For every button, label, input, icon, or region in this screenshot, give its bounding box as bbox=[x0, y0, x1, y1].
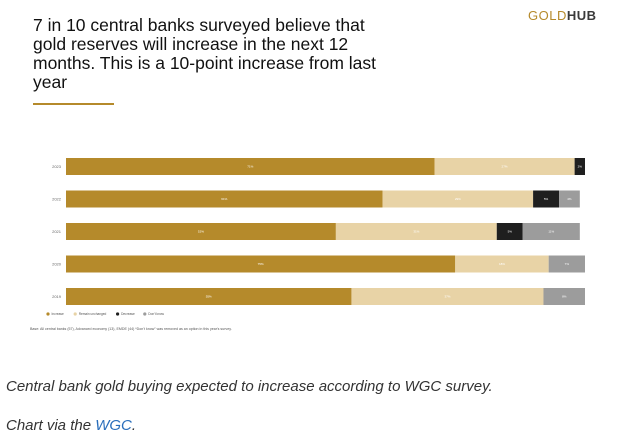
image-caption: Central bank gold buying expected to inc… bbox=[6, 378, 493, 395]
bar-data-label: 11% bbox=[548, 230, 554, 234]
bar-data-label: 2% bbox=[578, 165, 583, 169]
bar-segment-increase bbox=[66, 255, 456, 273]
goldhub-logo[interactable]: GOLDHUB bbox=[528, 8, 597, 23]
y-tick-label: 2021 bbox=[52, 229, 62, 234]
bar-segment-increase bbox=[66, 158, 435, 175]
bar-segment-don-t-know bbox=[559, 190, 580, 208]
credit-suffix: . bbox=[131, 417, 137, 434]
wgc-link[interactable]: WGC bbox=[95, 417, 132, 434]
logo-gold-text: GOLD bbox=[528, 8, 567, 23]
legend-marker bbox=[116, 312, 120, 316]
bar-segment-don-t-know bbox=[548, 255, 585, 273]
bar-data-label: 27% bbox=[502, 165, 508, 169]
bar-segment-remain-unchanged bbox=[455, 255, 549, 273]
bar-segment-decrease bbox=[496, 223, 523, 240]
bar-segment-decrease bbox=[533, 190, 560, 208]
y-tick-label: 2019 bbox=[52, 294, 62, 299]
bar-segment-increase bbox=[66, 190, 383, 208]
legend-label: Don't know bbox=[148, 312, 164, 316]
legend-marker bbox=[143, 312, 147, 316]
bar-segment-decrease bbox=[574, 158, 585, 175]
page-title: 7 in 10 central banks surveyed believe t… bbox=[33, 15, 377, 92]
bar-segment-remain-unchanged bbox=[351, 288, 544, 305]
chart-credit: Chart via the WGC. bbox=[6, 417, 136, 434]
bar-data-label: 61% bbox=[221, 197, 227, 201]
bar-segment-increase bbox=[66, 288, 352, 305]
bar-data-label: 29% bbox=[455, 197, 461, 201]
bar-segment-increase bbox=[66, 223, 336, 240]
title-underline bbox=[33, 103, 114, 105]
bar-segment-don-t-know bbox=[522, 223, 580, 240]
bar-data-label: 5% bbox=[508, 230, 513, 234]
bar-data-label: 52% bbox=[198, 230, 204, 234]
bar-data-label: 31% bbox=[413, 230, 419, 234]
bar-data-label: 5% bbox=[544, 197, 549, 201]
bar-segment-remain-unchanged bbox=[335, 223, 497, 240]
legend-label: Decrease bbox=[121, 312, 135, 316]
bar-segment-don-t-know bbox=[543, 288, 585, 305]
bar-data-label: 71% bbox=[247, 165, 253, 169]
bar-data-label: 18% bbox=[499, 262, 505, 266]
bar-data-label: 8% bbox=[562, 295, 567, 299]
legend-label: Increase bbox=[52, 312, 64, 316]
bar-data-label: 4% bbox=[567, 197, 572, 201]
bar-data-label: 37% bbox=[444, 295, 450, 299]
y-tick-label: 2023 bbox=[52, 164, 62, 169]
legend-marker bbox=[46, 312, 50, 316]
y-tick-label: 2020 bbox=[52, 261, 62, 266]
logo-hub-text: HUB bbox=[566, 8, 597, 23]
bar-segment-remain-unchanged bbox=[382, 190, 534, 208]
bar-data-label: 75% bbox=[258, 262, 264, 266]
legend-label: Remain unchanged bbox=[79, 312, 107, 316]
bar-segment-remain-unchanged bbox=[434, 158, 575, 175]
base-note: Base: All central banks (57), Advanced e… bbox=[30, 327, 232, 331]
bar-data-label: 7% bbox=[565, 262, 570, 266]
bar-data-label: 55% bbox=[206, 295, 212, 299]
credit-prefix: Chart via the bbox=[6, 417, 96, 434]
legend-marker bbox=[73, 312, 77, 316]
y-tick-label: 2022 bbox=[52, 196, 62, 201]
